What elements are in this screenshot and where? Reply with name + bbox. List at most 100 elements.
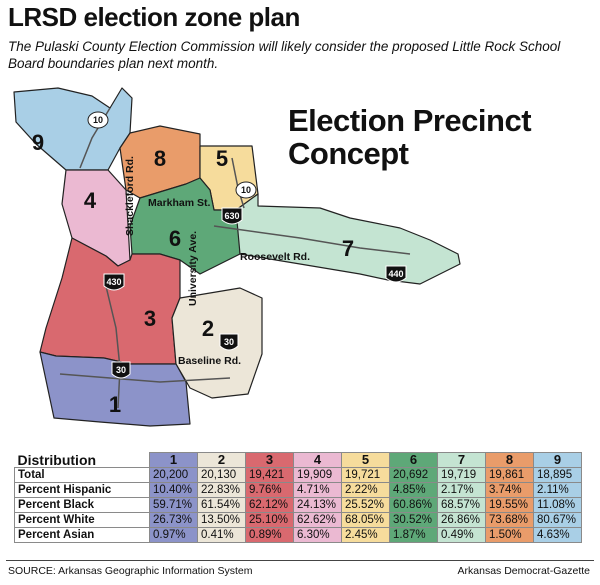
svg-text:30: 30 <box>224 337 234 347</box>
table-cell: 19,909 <box>293 467 342 483</box>
zone-2-area <box>171 287 263 399</box>
table-cell: 68.57% <box>437 497 486 513</box>
table-cell: 10.40% <box>149 482 198 498</box>
source-note: SOURCE: Arkansas Geographic Information … <box>8 565 253 577</box>
table-cell: 22.83% <box>197 482 246 498</box>
zone-label-5: 5 <box>216 146 228 171</box>
street-label-markham: Markham St. <box>148 197 211 209</box>
table-cell: 20,692 <box>389 467 438 483</box>
table-cell: 19,861 <box>485 467 534 483</box>
table-cell: 30.52% <box>389 512 438 528</box>
table-cell: 18,895 <box>533 467 582 483</box>
table-cell: 2.45% <box>341 527 390 543</box>
interstate-630-shield: 630 <box>221 207 243 225</box>
table-cell: 25.52% <box>341 497 390 513</box>
street-label-roosevelt: Roosevelt Rd. <box>240 251 310 263</box>
svg-text:10: 10 <box>241 185 251 195</box>
table-cell: 60.86% <box>389 497 438 513</box>
publisher-credit: Arkansas Democrat-Gazette <box>457 565 590 577</box>
table-cell: 20,200 <box>149 467 198 483</box>
table-cell: 61.54% <box>197 497 246 513</box>
table-header-row: Distribution 1 2 3 4 5 6 7 8 9 <box>15 451 582 468</box>
zone-1-area <box>39 351 191 427</box>
table-cell: 25.10% <box>245 512 294 528</box>
interstate-30-shield-south: 30 <box>111 361 131 379</box>
row-label: Percent Asian <box>14 527 150 543</box>
table-cell: 80.67% <box>533 512 582 528</box>
svg-text:430: 430 <box>106 277 121 287</box>
table-cell: 4.63% <box>533 527 582 543</box>
distribution-table: Distribution 1 2 3 4 5 6 7 8 9 Total 20,… <box>14 452 582 543</box>
table-cell: 59.71% <box>149 497 198 513</box>
table-cell: 68.05% <box>341 512 390 528</box>
svg-text:440: 440 <box>388 269 403 279</box>
zone-label-6: 6 <box>169 226 181 251</box>
row-label: Total <box>14 467 150 483</box>
column-header: 8 <box>485 452 534 468</box>
column-header: 4 <box>293 452 342 468</box>
table-row: Percent Hispanic 10.40% 22.83% 9.76% 4.7… <box>14 482 582 498</box>
interstate-440-shield: 440 <box>385 265 407 283</box>
table-cell: 2.11% <box>533 482 582 498</box>
column-header: 9 <box>533 452 582 468</box>
page-title: LRSD election zone plan <box>8 2 300 32</box>
distribution-header: Distribution <box>17 451 97 468</box>
table-row: Percent Black 59.71% 61.54% 62.12% 24.13… <box>14 497 582 513</box>
table-cell: 20,130 <box>197 467 246 483</box>
table-cell: 1.50% <box>485 527 534 543</box>
zone-9-area <box>13 87 133 171</box>
table-cell: 3.74% <box>485 482 534 498</box>
concept-line-2: Concept <box>288 136 409 171</box>
table-cell: 6.30% <box>293 527 342 543</box>
table-cell: 26.86% <box>437 512 486 528</box>
table-cell: 19.55% <box>485 497 534 513</box>
zone-label-4: 4 <box>84 188 97 213</box>
zone-label-3: 3 <box>144 306 156 331</box>
table-cell: 0.49% <box>437 527 486 543</box>
zone-label-7: 7 <box>342 236 354 261</box>
table-cell: 19,421 <box>245 467 294 483</box>
table-cell: 0.41% <box>197 527 246 543</box>
table-cell: 13.50% <box>197 512 246 528</box>
hwy-10-shield-north: 10 <box>87 111 109 129</box>
table-cell: 2.22% <box>341 482 390 498</box>
table-cell: 0.89% <box>245 527 294 543</box>
map-concept-title: Election Precinct Concept <box>288 104 532 171</box>
street-label-shackleford: Shackleford Rd. <box>124 156 136 236</box>
zone-label-1: 1 <box>109 392 121 417</box>
table-cell: 24.13% <box>293 497 342 513</box>
interstate-430-shield: 430 <box>103 273 125 291</box>
svg-text:10: 10 <box>93 115 103 125</box>
table-cell: 73.68% <box>485 512 534 528</box>
zone-label-9: 9 <box>32 130 44 155</box>
column-header: 6 <box>389 452 438 468</box>
page-subtitle: The Pulaski County Election Commission w… <box>8 39 561 71</box>
column-header: 2 <box>197 452 246 468</box>
table-cell: 4.85% <box>389 482 438 498</box>
svg-text:30: 30 <box>116 365 126 375</box>
hwy-10-shield-east: 10 <box>235 181 257 199</box>
table-cell: 11.08% <box>533 497 582 513</box>
column-header: 1 <box>149 452 198 468</box>
table-cell: 0.97% <box>149 527 198 543</box>
row-label: Percent White <box>14 512 150 528</box>
table-cell: 19,719 <box>437 467 486 483</box>
zone-label-2: 2 <box>202 316 214 341</box>
table-cell: 1.87% <box>389 527 438 543</box>
column-header: 7 <box>437 452 486 468</box>
row-label: Percent Hispanic <box>14 482 150 498</box>
table-row: Percent Asian 0.97% 0.41% 0.89% 6.30% 2.… <box>14 527 582 543</box>
svg-text:630: 630 <box>224 211 239 221</box>
zone-label-8: 8 <box>154 146 166 171</box>
footer-divider <box>6 560 594 561</box>
table-row: Total 20,200 20,130 19,421 19,909 19,721… <box>14 467 582 483</box>
table-cell: 4.71% <box>293 482 342 498</box>
zone-map: 9 8 5 4 6 7 3 2 1 Shackleford Rd. Markha… <box>13 87 461 427</box>
column-header: 5 <box>341 452 390 468</box>
table-cell: 19,721 <box>341 467 390 483</box>
table-cell: 9.76% <box>245 482 294 498</box>
street-label-baseline: Baseline Rd. <box>178 355 241 367</box>
zone-7-area <box>235 193 461 285</box>
table-cell: 62.62% <box>293 512 342 528</box>
column-header: 3 <box>245 452 294 468</box>
